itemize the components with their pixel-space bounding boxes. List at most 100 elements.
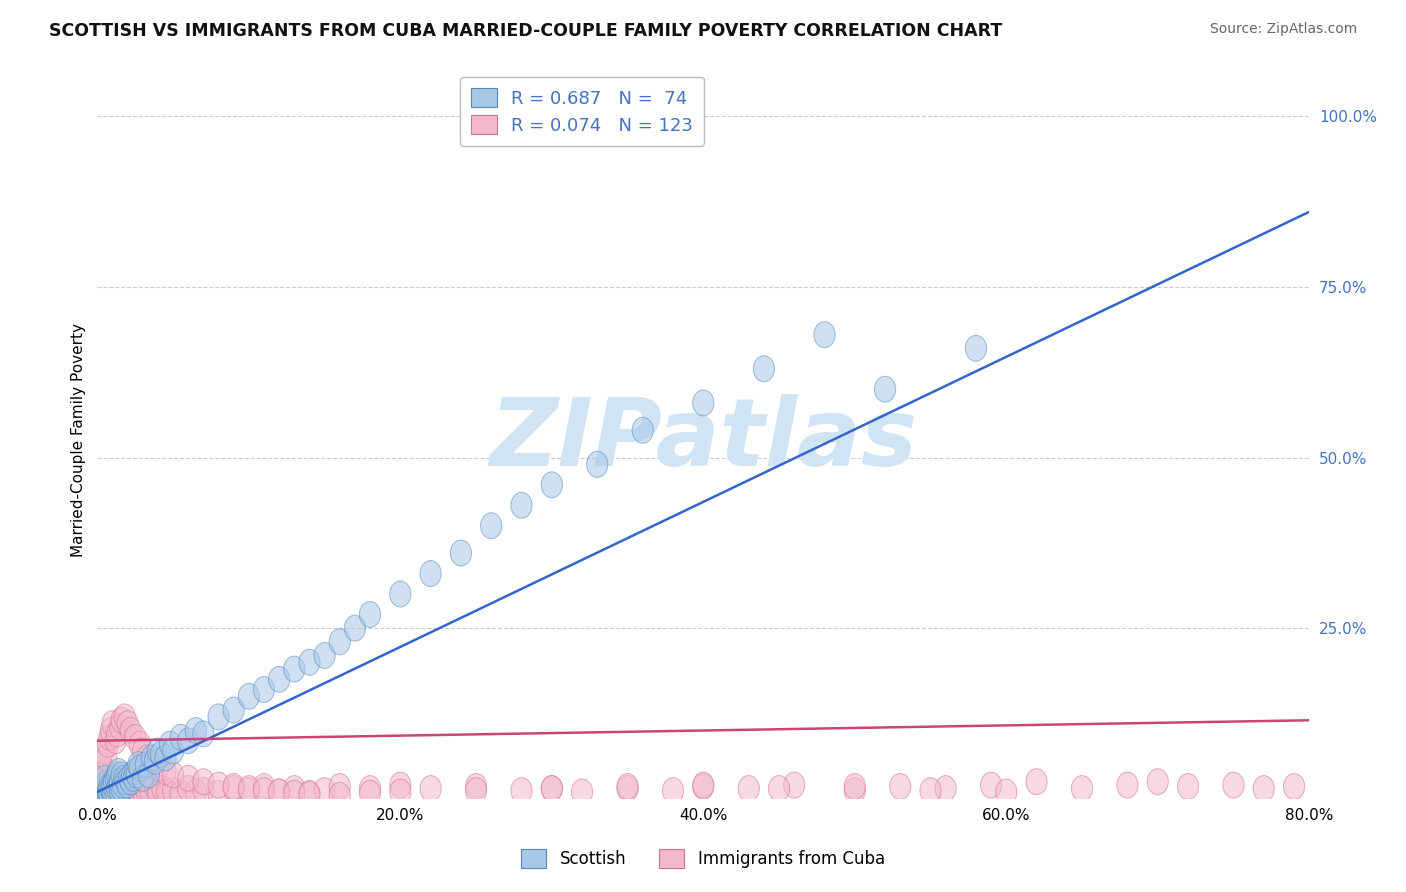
Ellipse shape [118,765,139,791]
Ellipse shape [360,601,381,627]
Text: Source: ZipAtlas.com: Source: ZipAtlas.com [1209,22,1357,37]
Ellipse shape [105,775,127,802]
Ellipse shape [193,769,214,795]
Ellipse shape [150,741,172,767]
Ellipse shape [96,773,117,799]
Ellipse shape [299,780,321,806]
Ellipse shape [136,745,157,771]
Ellipse shape [238,778,260,804]
Ellipse shape [97,769,118,795]
Ellipse shape [481,513,502,539]
Text: SCOTTISH VS IMMIGRANTS FROM CUBA MARRIED-COUPLE FAMILY POVERTY CORRELATION CHART: SCOTTISH VS IMMIGRANTS FROM CUBA MARRIED… [49,22,1002,40]
Ellipse shape [269,779,290,805]
Ellipse shape [121,769,143,795]
Ellipse shape [875,376,896,402]
Ellipse shape [90,782,111,808]
Ellipse shape [129,756,150,781]
Ellipse shape [97,782,118,808]
Ellipse shape [96,745,117,771]
Ellipse shape [253,677,274,703]
Ellipse shape [112,778,134,804]
Ellipse shape [111,707,132,733]
Ellipse shape [97,778,118,804]
Ellipse shape [94,782,115,808]
Ellipse shape [108,779,129,805]
Ellipse shape [93,775,114,802]
Ellipse shape [148,756,169,781]
Ellipse shape [112,772,134,798]
Ellipse shape [1223,772,1244,798]
Ellipse shape [329,629,350,655]
Ellipse shape [91,752,112,778]
Ellipse shape [110,769,131,795]
Ellipse shape [110,782,131,808]
Ellipse shape [193,778,214,804]
Ellipse shape [662,778,683,804]
Ellipse shape [101,778,124,804]
Ellipse shape [128,752,149,778]
Ellipse shape [360,775,381,802]
Ellipse shape [1177,773,1199,799]
Ellipse shape [935,775,956,802]
Ellipse shape [389,772,411,798]
Ellipse shape [269,779,290,805]
Ellipse shape [97,778,118,804]
Ellipse shape [98,765,120,791]
Ellipse shape [693,390,714,416]
Ellipse shape [118,775,139,802]
Ellipse shape [420,560,441,587]
Ellipse shape [177,728,198,754]
Ellipse shape [450,540,471,566]
Ellipse shape [94,772,115,798]
Ellipse shape [132,765,153,791]
Ellipse shape [94,765,115,791]
Ellipse shape [104,773,125,799]
Ellipse shape [1116,772,1137,798]
Ellipse shape [1253,775,1274,802]
Ellipse shape [104,769,125,795]
Ellipse shape [238,683,260,709]
Ellipse shape [360,780,381,806]
Ellipse shape [94,758,115,784]
Ellipse shape [101,772,124,798]
Ellipse shape [148,780,169,806]
Ellipse shape [844,773,865,799]
Ellipse shape [155,745,176,771]
Ellipse shape [284,657,305,682]
Ellipse shape [329,782,350,808]
Ellipse shape [129,731,150,757]
Ellipse shape [541,472,562,498]
Ellipse shape [107,762,128,788]
Ellipse shape [101,782,124,808]
Ellipse shape [125,780,146,806]
Ellipse shape [754,356,775,382]
Ellipse shape [111,775,132,802]
Ellipse shape [105,728,127,754]
Legend: Scottish, Immigrants from Cuba: Scottish, Immigrants from Cuba [515,843,891,875]
Legend: R = 0.687   N =  74, R = 0.074   N = 123: R = 0.687 N = 74, R = 0.074 N = 123 [461,77,704,145]
Ellipse shape [115,769,136,795]
Ellipse shape [132,738,153,764]
Ellipse shape [224,775,245,802]
Ellipse shape [100,775,121,802]
Ellipse shape [132,779,153,805]
Ellipse shape [159,731,180,757]
Ellipse shape [541,775,562,802]
Ellipse shape [186,717,207,743]
Ellipse shape [98,780,120,806]
Ellipse shape [105,782,127,808]
Ellipse shape [420,775,441,802]
Ellipse shape [101,711,124,737]
Ellipse shape [299,649,321,675]
Ellipse shape [814,322,835,348]
Ellipse shape [120,772,141,798]
Ellipse shape [141,745,163,771]
Ellipse shape [105,779,127,805]
Ellipse shape [100,779,121,805]
Ellipse shape [844,778,865,804]
Ellipse shape [141,752,163,778]
Ellipse shape [163,738,184,764]
Ellipse shape [135,752,156,778]
Ellipse shape [299,781,321,807]
Ellipse shape [139,778,160,804]
